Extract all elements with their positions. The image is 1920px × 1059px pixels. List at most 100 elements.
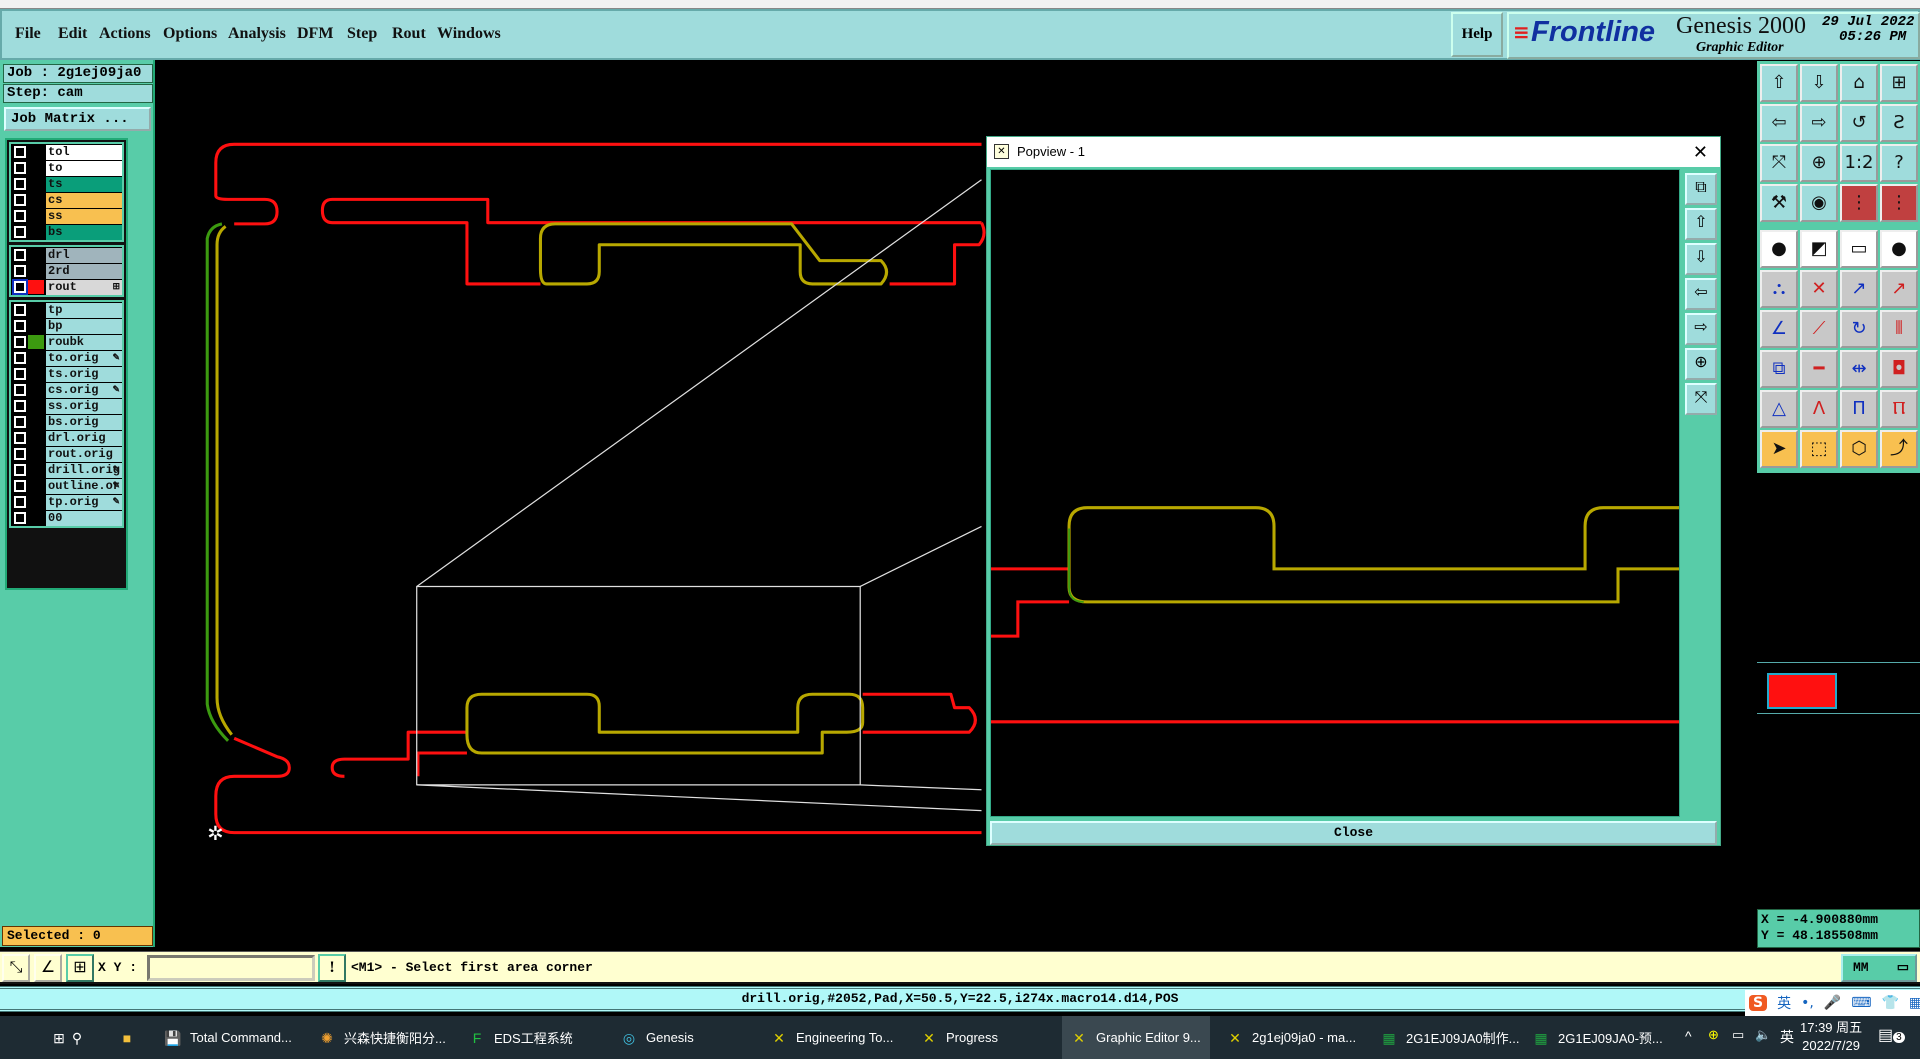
grid-snap-icon[interactable]: ⊞	[66, 954, 94, 982]
layer-checkbox[interactable]	[13, 319, 27, 333]
zoom-out-button[interactable]: ⤧	[1760, 144, 1798, 182]
popview-pan-left-button[interactable]: ⇦	[1685, 278, 1717, 310]
layer-color-swatch[interactable]	[28, 248, 44, 262]
taskbar-item[interactable]: ▦ 2G1EJ09JA0-预...	[1524, 1016, 1674, 1059]
notification-center[interactable]: ▤ 3	[1878, 1025, 1905, 1045]
layer-checkbox[interactable]	[13, 447, 27, 461]
mirror-button[interactable]: ⫴	[1880, 310, 1918, 348]
layer-checkbox[interactable]	[13, 383, 27, 397]
popview-canvas[interactable]	[990, 169, 1680, 817]
layer-row-tp-orig[interactable]: tp.orig ✎	[11, 494, 122, 510]
layer-row-cs-orig[interactable]: cs.orig ✎	[11, 382, 122, 398]
network-icon[interactable]: ▭	[1732, 1027, 1745, 1042]
volume-icon[interactable]: 🔈	[1755, 1027, 1772, 1042]
clock[interactable]: 17:39 周五 2022/7/29	[1800, 1019, 1862, 1055]
taskbar-item[interactable]: ✕ Engineering To...	[762, 1016, 910, 1059]
layer-checkbox[interactable]	[13, 303, 27, 317]
layer-row-drl[interactable]: drl	[11, 247, 122, 263]
snap-button[interactable]: ◉	[1800, 184, 1838, 222]
arch-cut-button[interactable]: Ⲡ	[1880, 390, 1918, 428]
measure-button[interactable]: ⇹	[1840, 350, 1878, 388]
layer-checkbox[interactable]	[13, 367, 27, 381]
layer-row-rout[interactable]: rout ⊞	[11, 279, 122, 295]
netlist-button[interactable]: ⋮	[1840, 184, 1878, 222]
taskbar-item[interactable]: 💾 Total Command...	[156, 1016, 304, 1059]
taskbar-item[interactable]: ▦ 2G1EJ09JA0制作...	[1372, 1016, 1520, 1059]
input-language[interactable]: 英	[1780, 1029, 1794, 1045]
split-line-button[interactable]: ━	[1800, 350, 1838, 388]
line-button[interactable]: ∠	[1760, 310, 1798, 348]
tray-app-icon[interactable]: ⊕	[1708, 1027, 1719, 1042]
layer-checkbox[interactable]	[13, 248, 27, 262]
layer-row-outline-or[interactable]: outline.or ✎	[11, 478, 122, 494]
layer-color-swatch[interactable]	[28, 209, 44, 223]
layer-color-swatch[interactable]	[28, 431, 44, 445]
menu-analysis[interactable]: Analysis	[228, 25, 286, 42]
layer-row-cs[interactable]: cs	[11, 192, 122, 208]
select-box-button[interactable]: ⬚	[1800, 430, 1838, 468]
layer-checkbox[interactable]	[13, 193, 27, 207]
ruler-button[interactable]: ▭	[1840, 230, 1878, 268]
taskbar-item[interactable]: F EDS工程系统	[460, 1016, 608, 1059]
layer-color-swatch[interactable]	[28, 399, 44, 413]
select-net-button[interactable]: ⤴	[1880, 430, 1918, 468]
file-explorer-button[interactable]: ■	[110, 1016, 138, 1059]
layer-checkbox[interactable]	[13, 511, 27, 525]
layer-color-swatch[interactable]	[28, 383, 44, 397]
layer-row-drill-orig[interactable]: drill.orig ✎	[11, 462, 122, 478]
menu-step[interactable]: Step	[347, 25, 378, 42]
line-edit-button[interactable]: ⟋	[1800, 310, 1838, 348]
layer-row-rout-orig[interactable]: rout.orig	[11, 446, 122, 462]
connect-button[interactable]: ⛬	[1760, 270, 1798, 308]
popview-pan-right-button[interactable]: ⇨	[1685, 313, 1717, 345]
close-icon[interactable]: ✕	[1692, 142, 1708, 162]
layer-row-bs[interactable]: bs	[11, 224, 122, 240]
tools-button[interactable]: ⚒	[1760, 184, 1798, 222]
layer-color-swatch[interactable]	[28, 264, 44, 278]
pan-left-button[interactable]: ⇦	[1760, 104, 1798, 142]
layer-color-swatch[interactable]	[28, 511, 44, 525]
layer-color-swatch[interactable]	[28, 415, 44, 429]
select-pointer-button[interactable]: ➤	[1760, 430, 1798, 468]
taskbar-item[interactable]: ✕ Progress	[912, 1016, 1060, 1059]
menu-actions[interactable]: Actions	[99, 25, 151, 42]
layer-checkbox[interactable]	[13, 145, 27, 159]
grid-xy-button[interactable]: ⊞	[1880, 64, 1918, 102]
popview-zoom-in-button[interactable]: ⊕	[1685, 348, 1717, 380]
layer-color-swatch[interactable]	[28, 177, 44, 191]
popview-pan-down-button[interactable]: ⇩	[1685, 243, 1717, 275]
sogou-icon[interactable]: S	[1749, 995, 1768, 1011]
units-select[interactable]: MM ▭	[1841, 954, 1917, 982]
pan-down-button[interactable]: ⇩	[1800, 64, 1838, 102]
layer-checkbox[interactable]	[13, 495, 27, 509]
layer-row-ss[interactable]: ss	[11, 208, 122, 224]
keyboard-icon[interactable]: ⌨	[1851, 995, 1872, 1011]
popview-zoom-back-button[interactable]: ⧉	[1685, 173, 1717, 205]
layer-color-swatch[interactable]	[28, 161, 44, 175]
pad-move-button[interactable]: ●	[1760, 230, 1798, 268]
layer-row-2rd[interactable]: 2rd	[11, 263, 122, 279]
layer-color-swatch[interactable]	[28, 463, 44, 477]
layer-row-bs-orig[interactable]: bs.orig	[11, 414, 122, 430]
layer-row-to-orig[interactable]: to.orig ✎	[11, 350, 122, 366]
layer-color-swatch[interactable]	[28, 495, 44, 509]
zoom-in-button[interactable]: ⊕	[1800, 144, 1838, 182]
undo-view-button[interactable]: ↺	[1840, 104, 1878, 142]
select-polygon-button[interactable]: ⬡	[1840, 430, 1878, 468]
taskbar-item[interactable]: ✕ Graphic Editor 9...	[1062, 1016, 1210, 1059]
layer-checkbox[interactable]	[13, 351, 27, 365]
layer-color-swatch[interactable]	[28, 193, 44, 207]
menu-windows[interactable]: Windows	[437, 25, 501, 42]
copy-button[interactable]: ↗	[1880, 270, 1918, 308]
layer-color-swatch[interactable]	[28, 280, 44, 294]
angle-snap-icon[interactable]: ∠	[34, 954, 62, 982]
layer-row-ts-orig[interactable]: ts.orig	[11, 366, 122, 382]
pan-right-button[interactable]: ⇨	[1800, 104, 1838, 142]
taskbar-item[interactable]: ✺ 兴森快捷衡阳分...	[310, 1016, 458, 1059]
layer-row-bp[interactable]: bp	[11, 318, 122, 334]
search-button[interactable]: ⚲	[60, 1016, 88, 1059]
layer-color-swatch[interactable]	[28, 335, 44, 349]
start-button[interactable]: ⊞	[42, 1016, 70, 1059]
layer-row-to[interactable]: to	[11, 160, 122, 176]
layer-color-swatch[interactable]	[28, 225, 44, 239]
